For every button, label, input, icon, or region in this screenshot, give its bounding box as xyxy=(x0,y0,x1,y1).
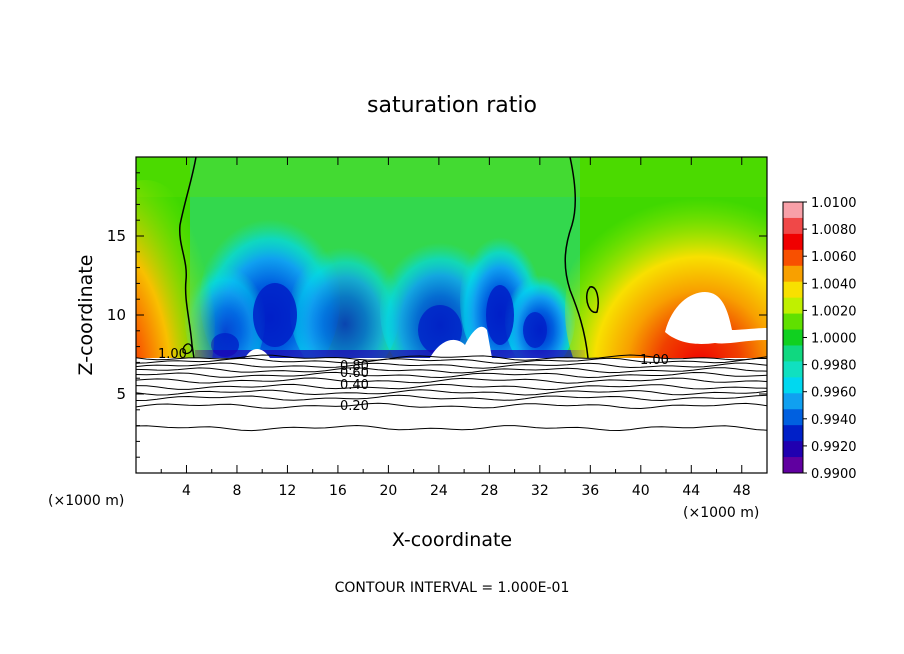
contour-label: 1.00 xyxy=(158,347,187,362)
colorbar-swatch xyxy=(783,457,803,474)
colorbar-swatch xyxy=(783,361,803,378)
colorbar-swatch xyxy=(783,265,803,283)
colorbar-label: 0.9960 xyxy=(811,386,857,401)
contour-line xyxy=(136,383,767,391)
contour-line xyxy=(136,362,767,369)
colorbar-swatch xyxy=(783,441,803,458)
chart-title: saturation ratio xyxy=(367,93,537,118)
colorbar-swatch xyxy=(783,393,803,410)
x-tick-label: 12 xyxy=(279,483,297,499)
x-tick-label: 36 xyxy=(581,483,599,499)
x-tick-label: 8 xyxy=(232,483,241,499)
x-tick-label: 44 xyxy=(682,483,700,499)
colorbar-label: 0.9980 xyxy=(811,359,857,374)
colorbar-label: 0.9920 xyxy=(811,440,857,455)
colorbar-label: 0.9900 xyxy=(811,467,857,482)
y-axis: 5 10 15 xyxy=(107,172,767,458)
colorbar-swatch xyxy=(783,249,803,267)
colorbar-swatch xyxy=(783,297,803,315)
contour-line xyxy=(136,402,767,410)
colorbar-label: 1.0100 xyxy=(811,196,857,211)
contour-line xyxy=(136,357,767,365)
x-axis-label: X-coordinate xyxy=(392,529,512,551)
x-axis: 4 8 12 16 20 24 28 32 36 40 44 48 xyxy=(160,157,751,499)
colorbar-swatch xyxy=(783,233,803,251)
contour-line xyxy=(136,354,767,361)
colorbar-swatch xyxy=(783,281,803,299)
x-tick-label: 48 xyxy=(733,483,751,499)
contour-line xyxy=(136,424,767,432)
colorbar-swatch xyxy=(783,345,803,362)
x-tick-label: 40 xyxy=(632,483,650,499)
colorbar-swatch xyxy=(783,217,803,235)
contour-label: 0.20 xyxy=(340,399,369,414)
contour-label: 0.60 xyxy=(340,366,369,381)
contour-1-00-left xyxy=(179,157,197,359)
x-tick-label: 32 xyxy=(531,483,549,499)
y-tick-label: 10 xyxy=(107,306,126,324)
x-tick-label: 28 xyxy=(480,483,498,499)
contour-1-00-small-left xyxy=(182,343,193,355)
colorbar-label: 1.0000 xyxy=(811,332,857,347)
colorbar-swatch xyxy=(783,425,803,442)
x-tick-label: 24 xyxy=(430,483,448,499)
colorbar-swatch xyxy=(783,329,803,346)
x-unit-right: (×1000 m) xyxy=(683,505,759,521)
x-tick-label: 4 xyxy=(182,483,191,499)
contour-label: 0.80 xyxy=(340,359,369,374)
contour-lines xyxy=(136,354,767,432)
contour-line xyxy=(136,389,767,396)
contour-interval-footer: CONTOUR INTERVAL = 1.000E-01 xyxy=(335,580,570,596)
colorbar-label: 1.0020 xyxy=(811,304,857,319)
y-axis-label: Z-coordinate xyxy=(75,255,97,376)
x-tick-label: 20 xyxy=(379,483,397,499)
colorbar-swatch xyxy=(783,202,803,219)
colorbar: 1.0100 1.0080 1.0060 1.0040 1.0020 1.0000 0.99… xyxy=(782,196,857,482)
contour-line xyxy=(136,377,767,384)
colorbar-label: 0.9940 xyxy=(811,413,857,428)
colorbar-swatch xyxy=(783,409,803,426)
colorbar-swatch xyxy=(783,313,803,331)
contour-label: 0.40 xyxy=(340,378,369,393)
contour-label: 1.00 xyxy=(640,353,669,368)
contour-line xyxy=(136,394,767,402)
contour-1-00-loop xyxy=(585,286,599,314)
colorbar-label: 1.0080 xyxy=(811,223,857,238)
y-tick-label: 15 xyxy=(107,227,126,245)
plot-field: 0.80 0.60 0.40 0.20 1.00 1.00 xyxy=(136,157,767,473)
colorbar-label: 1.0060 xyxy=(811,250,857,265)
x-tick-label: 16 xyxy=(329,483,347,499)
contour-line xyxy=(136,371,767,379)
colorbar-label: 1.0040 xyxy=(811,277,857,292)
contour-1-00-right xyxy=(564,157,589,359)
colorbar-swatch xyxy=(783,377,803,394)
x-unit-left: (×1000 m) xyxy=(48,493,124,509)
contour-line xyxy=(136,367,767,374)
y-tick-label: 5 xyxy=(116,385,126,403)
